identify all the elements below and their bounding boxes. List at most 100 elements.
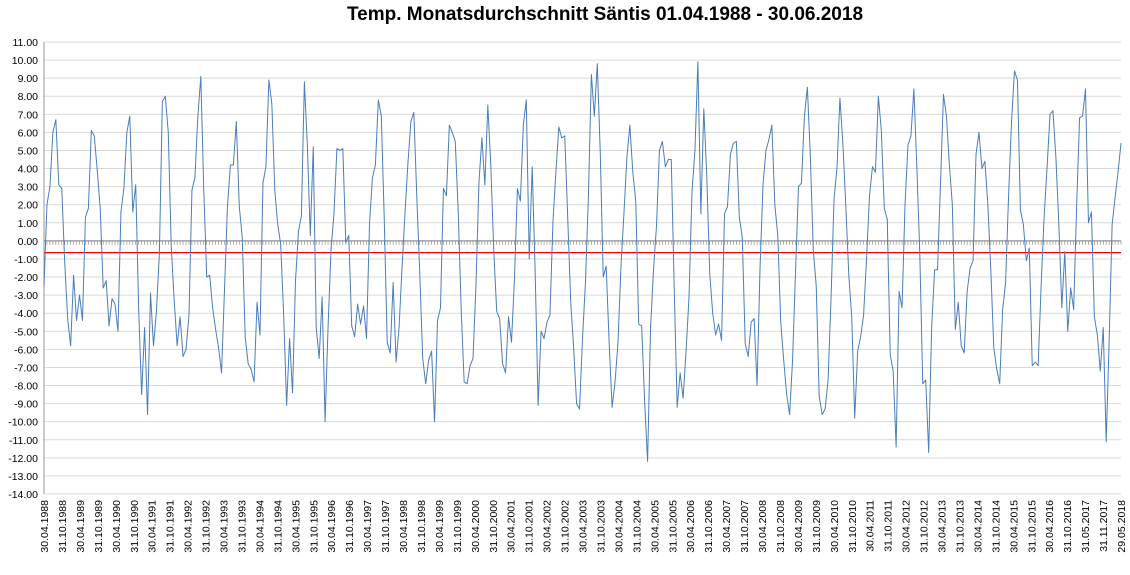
data-point bbox=[777, 235, 779, 236]
data-point bbox=[1064, 251, 1066, 253]
data-point bbox=[774, 204, 776, 206]
data-point bbox=[963, 352, 965, 354]
data-point bbox=[508, 316, 509, 318]
data-point bbox=[883, 207, 885, 209]
data-point bbox=[629, 124, 631, 126]
x-tick-label: 31.10.1992 bbox=[201, 500, 213, 553]
data-point bbox=[1052, 110, 1054, 112]
data-point bbox=[1061, 307, 1063, 309]
x-tick-label: 30.04.2015 bbox=[1008, 500, 1020, 553]
data-point bbox=[679, 372, 681, 374]
x-tick-label: 30.04.1991 bbox=[147, 500, 159, 553]
data-point bbox=[780, 321, 782, 323]
data-point bbox=[1108, 339, 1110, 341]
data-point bbox=[67, 318, 69, 320]
data-point bbox=[265, 166, 267, 168]
data-point bbox=[150, 292, 151, 294]
data-point bbox=[126, 132, 128, 133]
series-line bbox=[43, 61, 1122, 462]
y-tick-label: 7.00 bbox=[18, 109, 39, 121]
y-tick-label: 3.00 bbox=[18, 182, 39, 194]
data-point bbox=[366, 338, 367, 339]
data-point bbox=[892, 370, 894, 372]
data-point bbox=[85, 216, 86, 218]
data-point bbox=[1025, 260, 1027, 262]
data-point bbox=[1040, 285, 1042, 287]
data-point bbox=[496, 310, 498, 312]
data-point bbox=[904, 204, 906, 206]
data-point bbox=[517, 188, 518, 189]
data-point bbox=[623, 213, 625, 215]
y-tick-label: -12.00 bbox=[8, 453, 38, 465]
data-point bbox=[993, 347, 995, 348]
data-point bbox=[611, 406, 613, 408]
data-point bbox=[795, 271, 796, 273]
data-point bbox=[845, 206, 847, 207]
data-point bbox=[203, 189, 205, 191]
data-point bbox=[176, 345, 178, 347]
x-tick-label: 30.04.2010 bbox=[829, 500, 841, 553]
data-point bbox=[286, 405, 288, 406]
data-point bbox=[330, 249, 332, 251]
data-point bbox=[555, 171, 557, 173]
data-point bbox=[398, 327, 400, 329]
data-point bbox=[786, 394, 788, 395]
data-point bbox=[638, 323, 640, 325]
data-point bbox=[386, 341, 388, 343]
data-point bbox=[697, 61, 699, 63]
x-tick-label: 31.10.2007 bbox=[739, 500, 751, 553]
data-point bbox=[579, 408, 580, 410]
x-tick-label: 31.10.2009 bbox=[811, 500, 823, 553]
data-point bbox=[301, 215, 302, 216]
data-point bbox=[460, 309, 462, 310]
data-point bbox=[1111, 224, 1113, 226]
data-point bbox=[259, 334, 261, 336]
data-point bbox=[750, 321, 752, 323]
data-point bbox=[73, 274, 74, 276]
data-point bbox=[277, 224, 279, 226]
grid-layer bbox=[44, 41, 1121, 495]
data-point bbox=[866, 258, 867, 260]
data-point bbox=[82, 320, 83, 321]
data-point bbox=[1085, 88, 1086, 90]
data-point bbox=[715, 334, 717, 336]
data-point bbox=[505, 372, 506, 374]
data-point bbox=[132, 211, 134, 213]
data-point bbox=[457, 211, 459, 213]
data-point bbox=[798, 186, 799, 188]
data-point bbox=[768, 139, 770, 141]
data-point bbox=[661, 141, 663, 142]
x-tick-label: 31.10.1988 bbox=[57, 500, 69, 553]
data-point bbox=[79, 294, 80, 296]
data-point bbox=[552, 222, 554, 224]
data-point bbox=[1034, 361, 1036, 363]
x-tick-label: 30.04.2012 bbox=[901, 500, 913, 553]
data-point bbox=[440, 307, 441, 309]
data-point bbox=[164, 95, 166, 97]
data-point bbox=[1043, 216, 1045, 218]
data-point bbox=[1011, 121, 1012, 122]
data-point bbox=[934, 269, 935, 271]
data-point bbox=[753, 318, 755, 320]
x-tick-label: 31.11.2017 bbox=[1098, 500, 1110, 552]
data-point bbox=[1099, 370, 1101, 372]
data-point bbox=[250, 368, 252, 370]
y-tick-label: 5.00 bbox=[18, 145, 39, 157]
data-point bbox=[943, 94, 944, 95]
data-point bbox=[437, 320, 438, 321]
data-point bbox=[957, 301, 959, 303]
data-point bbox=[120, 211, 122, 213]
data-point bbox=[342, 148, 344, 150]
data-point bbox=[863, 314, 864, 316]
data-point bbox=[528, 258, 530, 260]
x-tick-label: 31.10.1993 bbox=[236, 500, 248, 553]
data-point bbox=[389, 352, 391, 354]
data-point bbox=[1002, 309, 1004, 310]
data-point bbox=[298, 231, 299, 233]
data-point bbox=[724, 213, 725, 215]
data-point bbox=[241, 236, 243, 238]
data-point bbox=[765, 150, 767, 151]
x-tick-label: 30.04.1995 bbox=[290, 500, 302, 553]
data-point bbox=[670, 159, 672, 160]
data-point bbox=[235, 121, 237, 122]
